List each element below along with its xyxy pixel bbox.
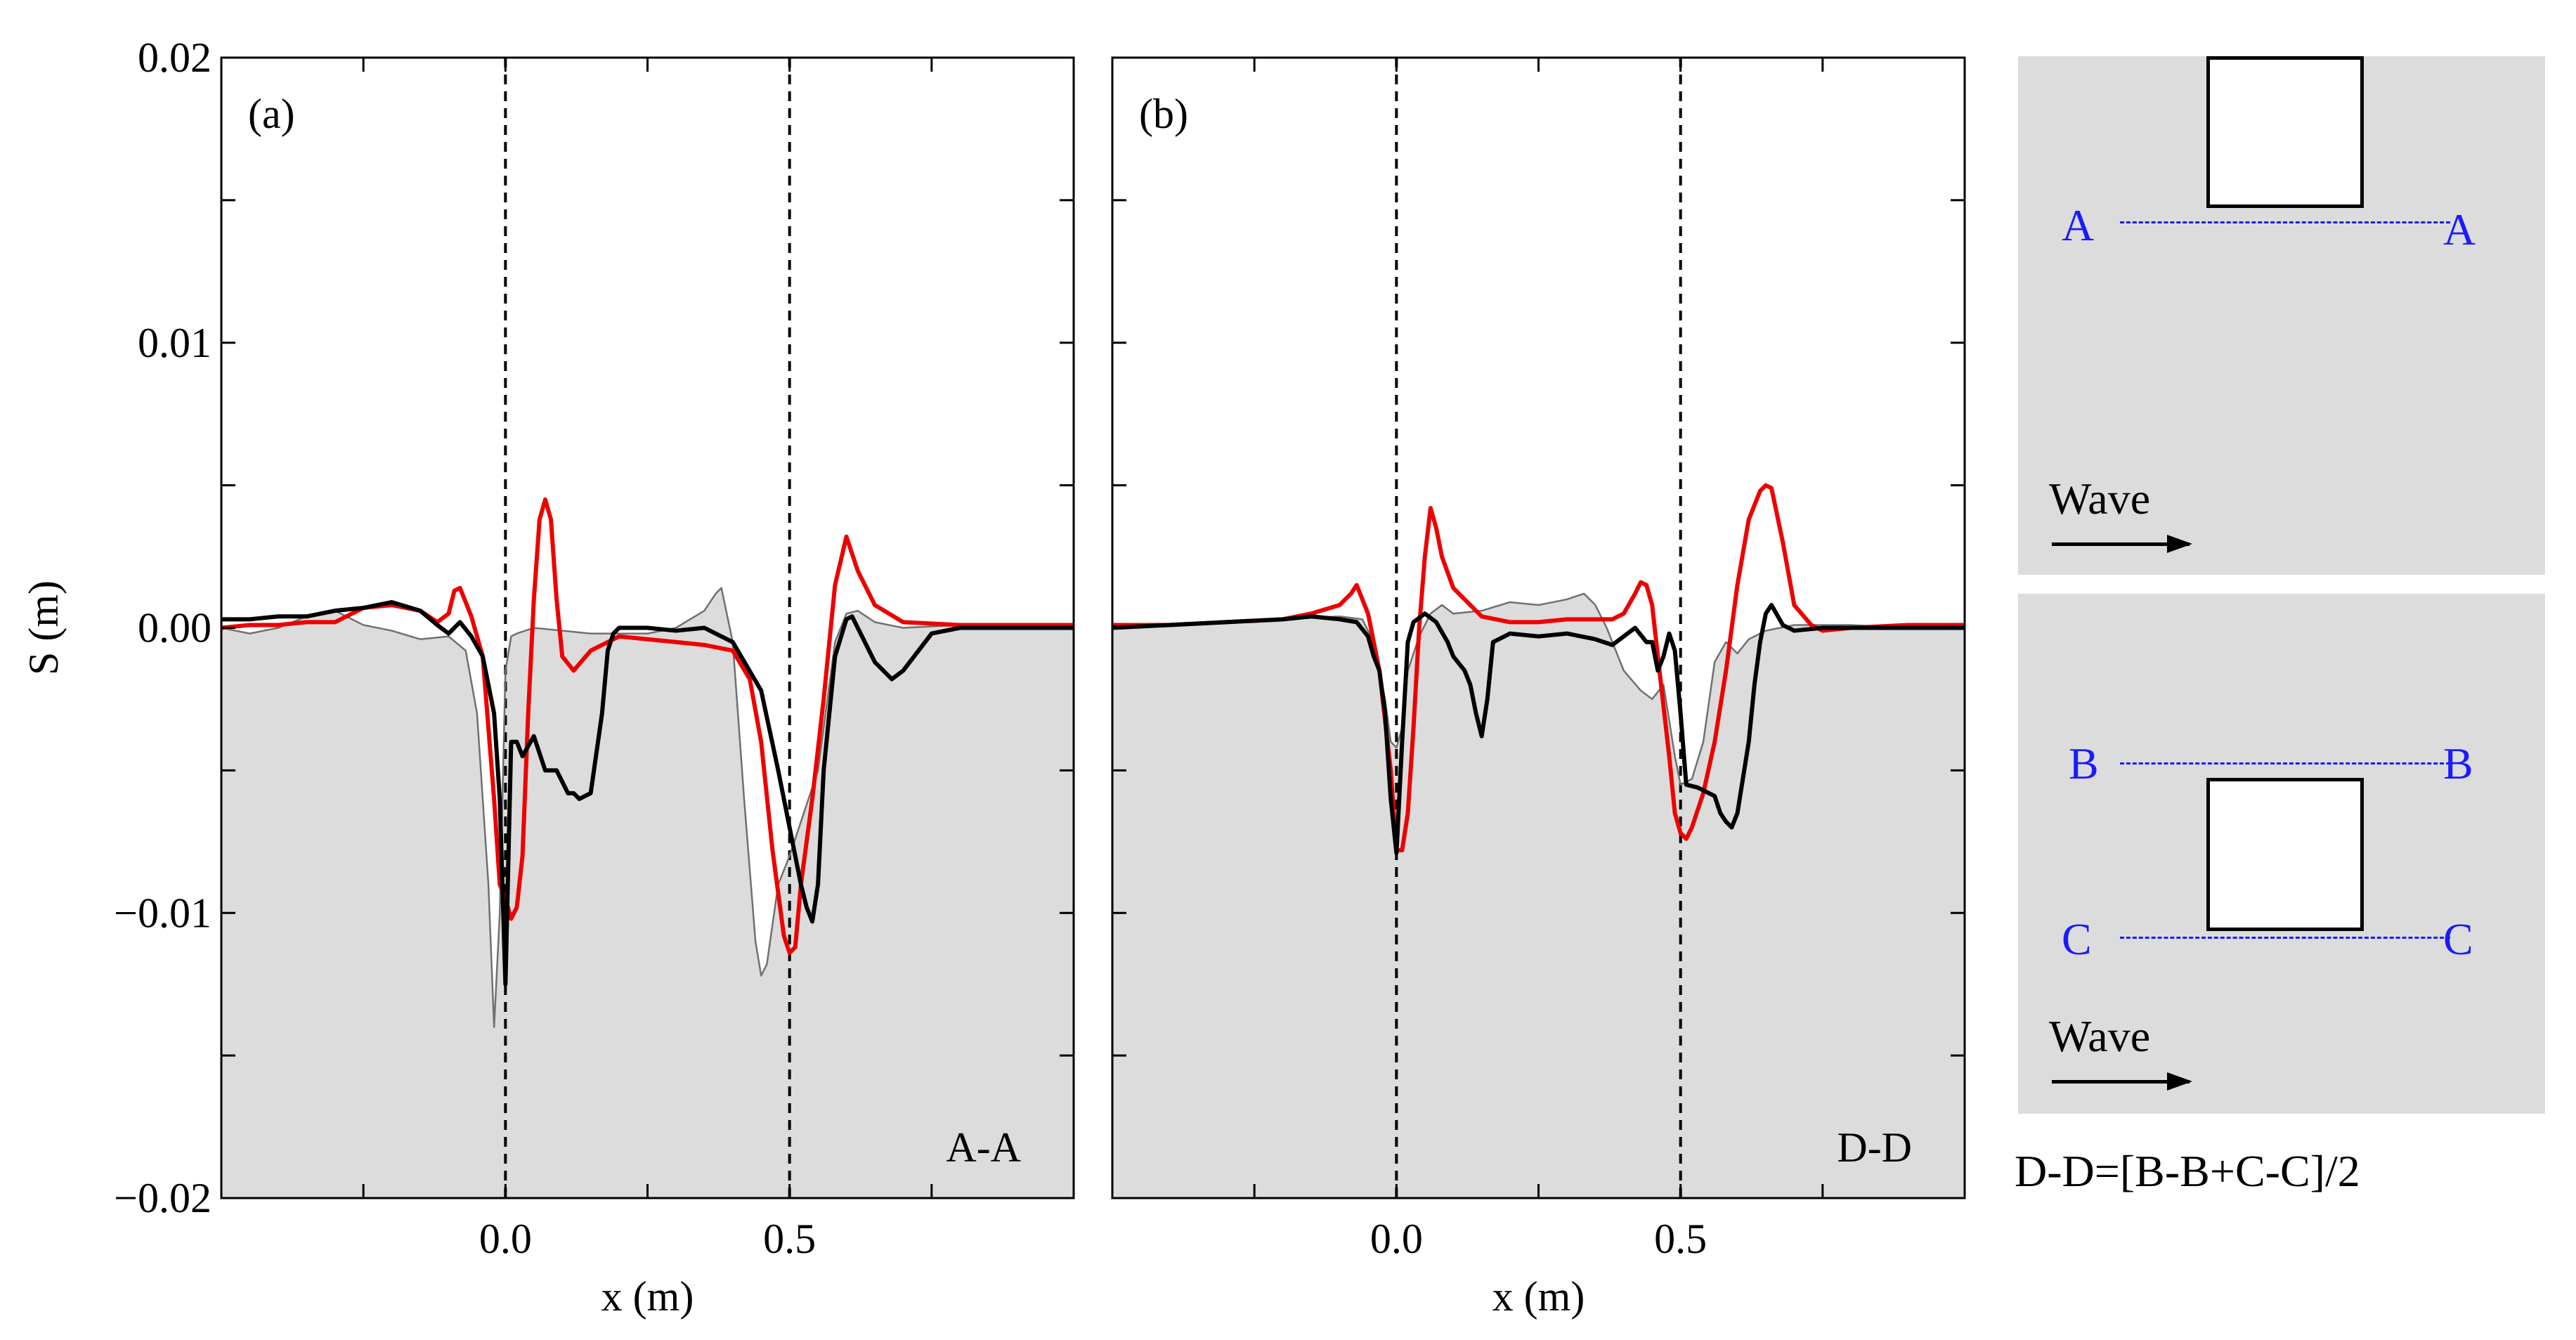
y-tick-label: −0.02: [114, 1175, 212, 1221]
y-tick-label: −0.01: [114, 890, 212, 936]
chart-panel-b: 0.0 0.5 x (m) (b) D-D: [1111, 56, 1966, 1320]
series-line-red: [1112, 483, 1965, 852]
wave-arrow-icon: [2052, 535, 2192, 553]
wave-arrow-icon: [2052, 1072, 2192, 1091]
section-line-cc: [2120, 937, 2450, 939]
section-label-c-left: C: [2062, 914, 2092, 964]
section-label: D-D: [1837, 1124, 1912, 1171]
y-axis-label: S (m): [20, 580, 67, 675]
section-label-a-left: A: [2062, 200, 2095, 250]
series-line-gray-filled: [221, 587, 1074, 1028]
x-tick-label: 0.0: [479, 1216, 532, 1262]
section-label-b-right: B: [2443, 739, 2473, 788]
series-line-red: [221, 497, 1074, 956]
section-line-bb: [2120, 762, 2450, 765]
section-label-b-left: B: [2069, 739, 2099, 788]
schematic-panel-bc: B B C C Wave: [2018, 594, 2545, 1114]
wave-label-top: Wave: [2049, 474, 2151, 523]
series-line-black: [1112, 603, 1965, 856]
panel-label: (a): [248, 91, 295, 137]
section-definition-note: D-D=[B-B+C-C]/2: [2015, 1146, 2360, 1196]
x-tick-label: 0.5: [1654, 1216, 1707, 1262]
structure-box: [2206, 56, 2364, 208]
y-tick-label: 0.00: [138, 605, 212, 651]
x-axis-label: x (m): [1492, 1273, 1585, 1320]
section-line-aa: [2120, 221, 2450, 223]
series-area-gray: [221, 587, 1074, 1198]
x-tick-label: 0.0: [1370, 1216, 1423, 1262]
chart-panel-a: 0.0 0.5 −0.02 −0.01 0.00 0.01 0.02 S (m) x (m) (a…: [20, 34, 1075, 1320]
x-axis-label: x (m): [601, 1273, 694, 1320]
section-label: A-A: [946, 1124, 1021, 1171]
y-tick-label: 0.02: [138, 34, 212, 81]
y-tick-label: 0.01: [138, 320, 212, 366]
structure-box: [2206, 778, 2364, 931]
schematic-panel-aa: A A Wave: [2018, 56, 2545, 575]
section-label-a-right: A: [2443, 204, 2476, 254]
section-label-c-right: C: [2443, 914, 2473, 964]
series-line-black: [221, 599, 1074, 987]
series-area-gray: [1112, 593, 1965, 1198]
wave-label-bottom: Wave: [2049, 1011, 2151, 1061]
x-tick-label: 0.5: [763, 1216, 816, 1262]
panel-label: (b): [1139, 91, 1188, 137]
